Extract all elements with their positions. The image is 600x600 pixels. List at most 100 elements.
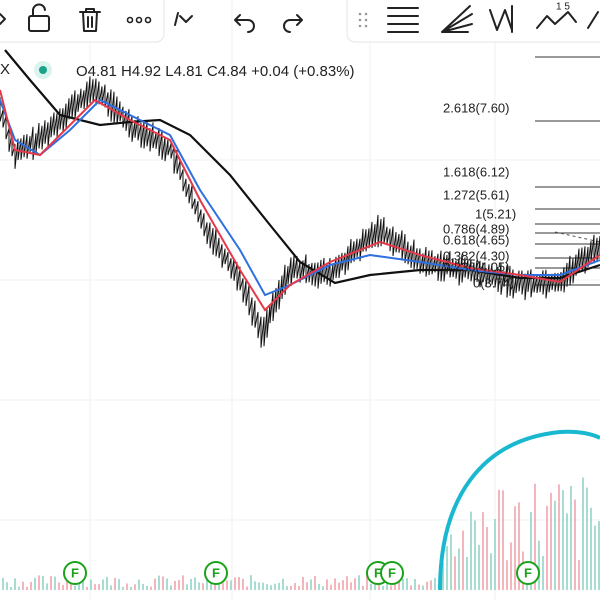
drag-handle[interactable] xyxy=(358,12,368,28)
event-markers: F F F F F xyxy=(63,561,540,585)
volume-bar xyxy=(558,484,560,590)
marker-label[interactable]: F xyxy=(388,565,396,580)
more-icon[interactable] xyxy=(126,16,152,24)
volume-bar xyxy=(26,586,28,590)
fib-icon[interactable] xyxy=(387,7,419,33)
fib-label: 0.382(4.30) xyxy=(443,248,510,263)
fib-label: 0.786(4.89) xyxy=(443,221,510,236)
divider-mark xyxy=(174,12,179,26)
volume-bar xyxy=(362,585,364,590)
dashed-line xyxy=(554,231,600,243)
volume-bar xyxy=(298,586,300,590)
volume-bar xyxy=(430,580,432,590)
volume-bar xyxy=(210,583,212,590)
moving-average-slow xyxy=(4,49,600,285)
fib-label: 1(5.21) xyxy=(475,206,516,221)
ohlc-values: O4.81 H4.92 L4.81 C4.84 +0.04 (+0.83%) xyxy=(76,63,355,80)
volume-bar xyxy=(542,555,544,590)
volume-bar xyxy=(506,560,508,590)
trash-icon[interactable] xyxy=(79,8,101,32)
volume-bar xyxy=(258,582,260,590)
volume-bar xyxy=(446,546,448,590)
volume-bar xyxy=(242,578,244,590)
volume-bar xyxy=(18,586,20,590)
volume-bar xyxy=(402,578,404,590)
volume-bar xyxy=(414,578,416,590)
fib-label: 2.618(7.60) xyxy=(443,100,510,115)
volume-bar xyxy=(10,586,12,590)
volume-bar xyxy=(14,578,16,590)
next-icon[interactable] xyxy=(587,11,599,29)
volume-bar xyxy=(78,582,80,590)
marker-label[interactable]: F xyxy=(71,565,79,580)
volume-bar xyxy=(70,582,72,590)
volume-bar xyxy=(598,521,600,590)
volume-bar xyxy=(422,585,424,590)
volume-bar xyxy=(130,586,132,590)
legend: X O4.81 H4.92 L4.81 C4.84 +0.04 (+0.83%) xyxy=(0,61,355,80)
volume-bar xyxy=(254,581,256,590)
volume-bar xyxy=(286,586,288,590)
redo-icon[interactable] xyxy=(283,14,303,33)
volume-bar xyxy=(594,525,596,590)
fib-labels: 2.618(7.60) 1.618(6.12) 1.272(5.61) 1(5.… xyxy=(443,100,516,290)
fan-icon[interactable] xyxy=(441,5,473,33)
volume-bar xyxy=(158,575,160,590)
volume-bar xyxy=(114,578,116,590)
arrow-icon[interactable] xyxy=(0,13,6,25)
moving-average-red xyxy=(0,89,600,312)
volume-bar xyxy=(2,577,4,590)
volume-bar xyxy=(290,585,292,590)
volume-bar xyxy=(302,576,304,590)
volume-bar xyxy=(38,575,40,590)
fib-label: 1.272(5.61) xyxy=(443,187,510,202)
volume-bar xyxy=(462,530,464,590)
highlight-arc xyxy=(438,429,600,591)
volume-bar xyxy=(538,540,540,590)
volume-bar xyxy=(530,512,532,590)
volume-bar xyxy=(454,556,456,590)
toolbar-panel xyxy=(0,0,165,43)
volume-bar xyxy=(170,585,172,590)
marker-circle xyxy=(63,561,87,585)
volume-bar xyxy=(442,562,444,590)
volume-bar xyxy=(342,580,344,590)
marker-label[interactable]: F xyxy=(374,565,382,580)
marker-label[interactable]: F xyxy=(212,565,220,580)
volume-bar xyxy=(82,580,84,590)
volume-bar xyxy=(86,586,88,590)
unlock-icon[interactable] xyxy=(28,3,50,32)
close-button[interactable]: X xyxy=(0,61,10,78)
fib-label: 0(3.74) xyxy=(473,275,514,290)
marker-label[interactable]: F xyxy=(524,565,532,580)
wave-icon[interactable] xyxy=(536,11,577,29)
volume-bar xyxy=(126,583,128,590)
volume-bar xyxy=(98,584,100,590)
volume-bar xyxy=(574,499,576,590)
volume-bar xyxy=(562,490,564,590)
volume-bar xyxy=(310,579,312,590)
volume-bar xyxy=(190,578,192,590)
volume-bar xyxy=(46,583,48,590)
volume-bar xyxy=(182,575,184,590)
volume-bar xyxy=(178,580,180,590)
volume-bar xyxy=(354,578,356,590)
volume-bar xyxy=(186,584,188,590)
volume-bar xyxy=(194,577,196,590)
left-toolbar xyxy=(0,0,165,43)
pattern-icon[interactable] xyxy=(489,5,513,33)
volume-bar xyxy=(478,544,480,590)
volume-bar xyxy=(450,534,452,590)
volume-bar xyxy=(206,575,208,590)
volume-bar xyxy=(466,556,468,590)
volume-bar xyxy=(306,582,308,590)
volume-bars xyxy=(2,477,600,590)
volume-bar xyxy=(74,585,76,590)
chevron-icon[interactable] xyxy=(179,15,193,23)
fib-label: 0.618(4.65) xyxy=(443,232,510,247)
undo-icon[interactable] xyxy=(234,14,255,33)
volume-bar xyxy=(390,585,392,590)
volume-bar xyxy=(106,576,108,590)
volume-bar xyxy=(458,548,460,590)
